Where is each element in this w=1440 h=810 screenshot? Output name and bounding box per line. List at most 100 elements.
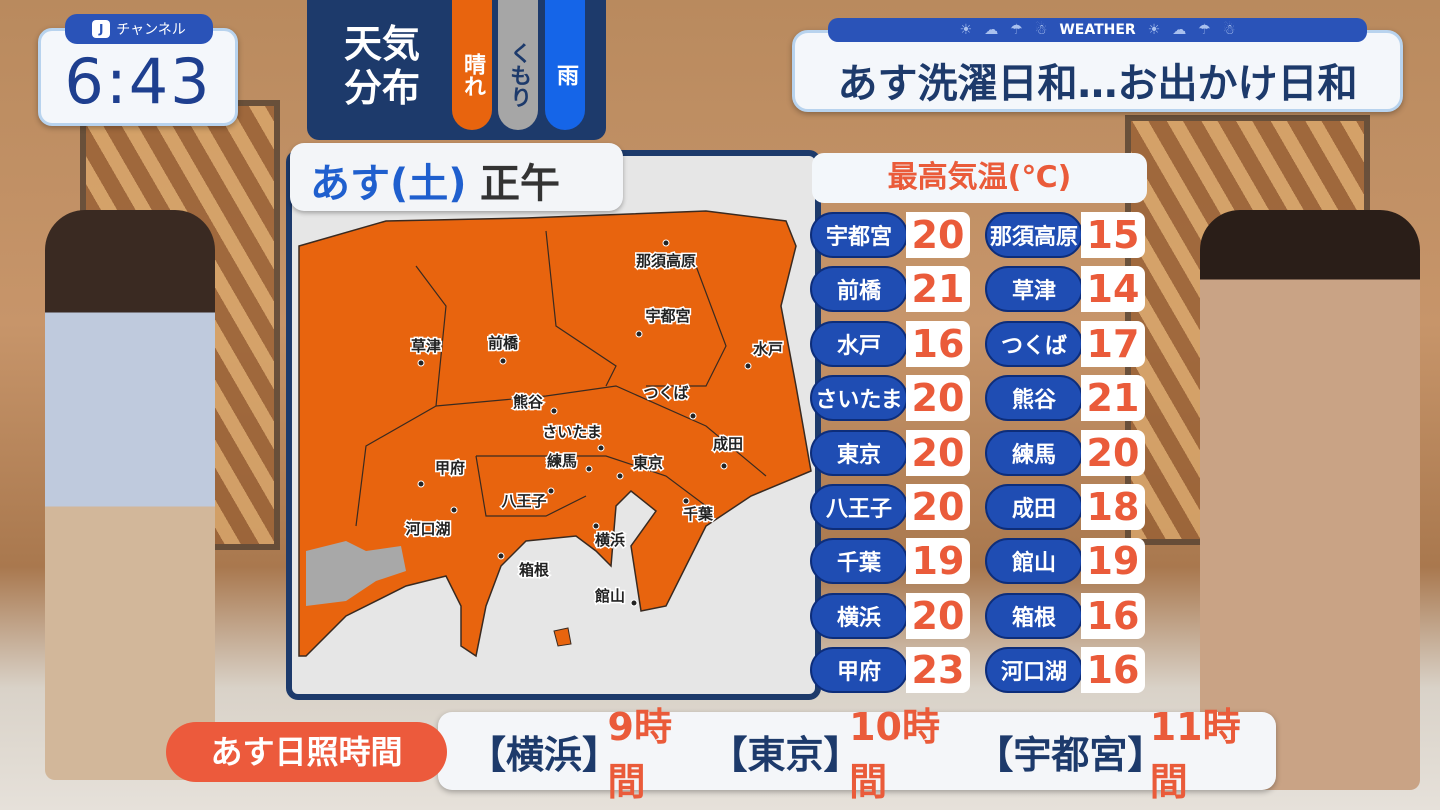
city-label: 河口湖 [405,520,450,538]
presenter-female [45,210,215,780]
city-label: 東京 [633,454,663,472]
city-dot [597,444,605,452]
presenter-male [1200,210,1420,790]
sun-icon: ☀ [959,22,973,38]
temp-city: 水戸 [810,320,908,367]
max-temp-header: 最高気温(℃) [812,153,1147,203]
date-bar: あす(土) 正午 [290,143,623,211]
city-dot [744,362,752,370]
temp-row: 前橋 21 [810,266,970,313]
forecast-time: 正午 [480,161,560,207]
city-dot [682,497,690,505]
city-label: 横浜 [595,531,625,549]
temp-value: 21 [906,266,970,313]
city-label: 水戸 [753,340,783,358]
temp-city: 千葉 [810,538,908,585]
headline-text: あす洗濯日和…お出かけ日和 [837,61,1358,107]
temp-value: 17 [1081,320,1145,367]
city-dot [635,330,643,338]
temp-row: つくば 17 [985,320,1145,367]
temp-city: 熊谷 [985,375,1083,422]
temp-value: 20 [906,592,970,639]
temp-city: 箱根 [985,592,1083,639]
forecast-day: あす(土) [310,161,467,207]
temp-value: 20 [906,484,970,530]
sunshine-hours: 11時間 [1149,705,1241,804]
city-label: 練馬 [547,452,577,470]
city-dot [630,599,638,607]
city-label: つくば [643,384,688,402]
legend-title: 天気 分布 [327,22,437,110]
sun-icon: ☀ [1147,22,1161,38]
temp-value: 20 [1081,429,1145,476]
headline-panel: あす洗濯日和…お出かけ日和 [792,30,1403,112]
city-dot [585,465,593,473]
temp-value: 18 [1081,484,1145,530]
temp-row: 宇都宮 20 [810,212,970,258]
temp-value: 15 [1081,212,1145,258]
sunshine-loc: 【宇都宮】 [975,732,1166,777]
temp-row: 館山 19 [985,538,1145,585]
temp-city: 館山 [985,538,1083,585]
temp-value: 20 [906,375,970,422]
temp-city: つくば [985,320,1083,367]
clock-panel: 6:43 [38,28,238,126]
temp-row: 那須高原 15 [985,212,1145,258]
temp-row: 千葉 19 [810,538,970,585]
city-dot [592,522,600,530]
temp-row: 草津 14 [985,266,1145,313]
temp-row: 八王子 20 [810,484,970,530]
weather-tab-label: WEATHER [1059,22,1136,38]
city-dot [450,506,458,514]
temp-value: 20 [906,429,970,476]
channel-logo-icon: J [92,20,111,38]
temp-city: 宇都宮 [810,212,908,258]
temp-value: 20 [906,212,970,258]
cloud-icon: ☁ [1172,22,1187,38]
temp-city: 横浜 [810,592,908,639]
cloud-icon: ☁ [984,22,999,38]
temp-row: 成田 18 [985,484,1145,530]
city-dot [550,407,558,415]
temp-row: 横浜 20 [810,592,970,639]
snowman-icon: ☃ [1034,22,1048,38]
city-label: 千葉 [683,505,714,523]
city-dot [720,462,728,470]
temp-value: 16 [906,320,970,367]
snowman-icon: ☃ [1222,22,1236,38]
temp-row: 練馬 20 [985,429,1145,476]
umbrella-icon: ☂ [1198,22,1211,38]
temp-value: 23 [906,647,970,694]
city-label: 那須高原 [636,252,696,270]
temp-value: 16 [1081,647,1145,694]
temp-row: 熊谷 21 [985,375,1145,422]
channel-tab: J チャンネル [65,14,213,44]
temp-city: 甲府 [810,647,908,694]
clock-time: 6:43 [64,45,212,118]
city-label: 草津 [411,337,441,355]
city-label: 八王子 [500,492,546,510]
cloud-patch [306,541,406,606]
temp-row: 水戸 16 [810,320,970,367]
city-label: 熊谷 [513,393,544,411]
temp-city: 那須高原 [985,212,1083,258]
temp-row: 箱根 16 [985,592,1145,639]
city-dot [497,552,505,560]
temp-value: 14 [1081,266,1145,313]
temp-city: 東京 [810,429,908,476]
sunshine-loc: 【東京】 [709,732,862,777]
weather-tab: ☀ ☁ ☂ ☃ WEATHER ☀ ☁ ☂ ☃ [828,18,1367,42]
temp-city: 成田 [985,484,1083,530]
city-dot [616,472,624,480]
city-label: 前橋 [488,334,519,352]
city-label: さいたま [542,423,602,441]
temp-city: 草津 [985,266,1083,313]
island-oshima [553,627,572,647]
sunshine-hours: 10時間 [849,705,940,804]
weather-map: 那須高原 宇都宮 水戸 草津 前橋 熊谷 つくば さいたま 練馬 東京 成田 甲府 八王子 河口湖 千葉 横浜… [286,150,821,700]
city-label: 宇都宮 [645,307,690,325]
city-dot [547,487,555,495]
city-dot [499,357,507,365]
legend-sunny: 晴れ [452,0,492,130]
